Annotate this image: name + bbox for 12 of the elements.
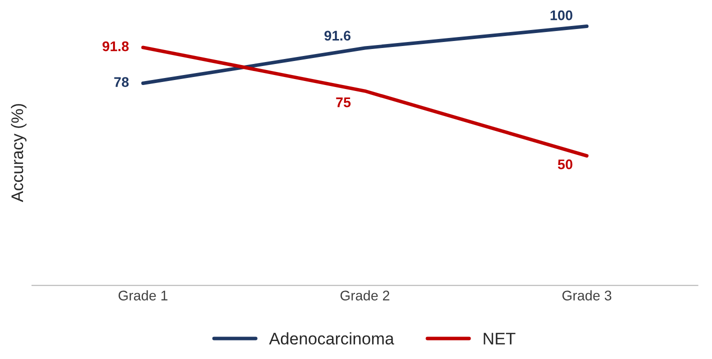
data-label: 78	[114, 77, 129, 87]
x-tick-label: Grade 2	[340, 290, 390, 300]
data-label: 50	[558, 159, 572, 170]
legend-label: Adenocarcinoma	[269, 332, 394, 345]
data-label: 91.8	[102, 41, 129, 52]
data-label: 91.6	[324, 30, 351, 41]
x-tick-label: Grade 3	[562, 290, 612, 300]
x-tick-label: Grade 1	[118, 290, 168, 300]
legend-label: NET	[484, 332, 516, 344]
data-label: 75	[336, 98, 351, 108]
data-label: 100	[550, 10, 572, 20]
y-axis-title: Accuracy (%)	[10, 104, 26, 202]
